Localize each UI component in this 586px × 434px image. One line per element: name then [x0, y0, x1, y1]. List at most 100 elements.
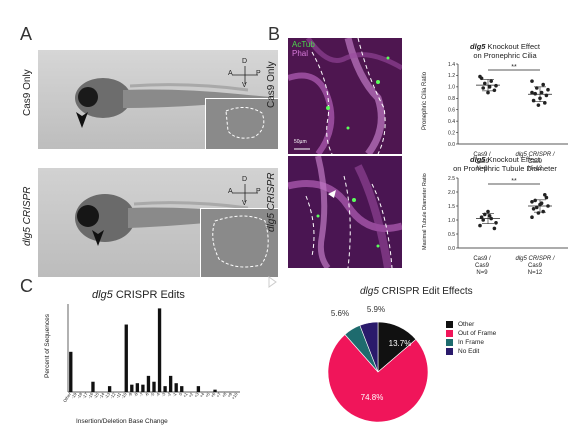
x-tick-label: -8: [132, 391, 139, 397]
tadpole-illustration: [75, 78, 273, 118]
significance-label: **: [511, 64, 517, 71]
x-tick-label: -16: [87, 391, 95, 399]
data-point: [530, 90, 534, 95]
confocal-image-cas9: AcTub Phal 50µm: [288, 38, 402, 154]
data-point: [486, 90, 490, 95]
confocal-image-crispr: [288, 156, 402, 268]
x-tick-label: -7: [138, 391, 145, 397]
y-tick-label: 1.5: [448, 204, 455, 210]
plot2-group1-label: Cas9 /Cas9 N=9: [473, 256, 491, 276]
x-tick-label: -5: [149, 391, 156, 397]
y-tick-label: 2.0: [448, 190, 455, 196]
panel-letter-c: C: [20, 276, 33, 296]
tadpole-image-crispr: D A P V: [38, 168, 278, 277]
data-point: [481, 86, 485, 90]
bar: [107, 386, 112, 392]
data-point: [541, 82, 545, 87]
data-point: [546, 87, 550, 92]
data-point: [478, 223, 482, 228]
plot1-group1-label: Cas9 /Cas9 N=9: [473, 152, 491, 172]
y-tick-label: 0.5: [448, 232, 455, 238]
plot2-title: dlg5 Knockout Effect on Pronephric Tubul…: [453, 155, 557, 173]
legend-swatch: [446, 330, 453, 337]
x-tick-label: -11: [115, 391, 123, 399]
pie-slice: [359, 321, 379, 373]
x-tick-label: +7: [215, 391, 222, 398]
data-point: [533, 198, 537, 203]
legend-item: In Frame: [446, 338, 496, 347]
plot2-group2-label: dlg5 CRISPR / Cas9 N=12: [515, 256, 555, 276]
y-tick-label: 0.4: [448, 119, 455, 125]
data-point: [530, 215, 534, 219]
x-tick-label: +2: [187, 391, 194, 398]
inset-zoom-crispr: [200, 208, 278, 277]
data-point: [539, 90, 544, 95]
bar: [146, 375, 151, 392]
y-tick-label: 0.0: [448, 142, 455, 148]
bar-chart-title: dlg5 CRISPR Edits: [92, 289, 185, 301]
row-label-cas9: Cas9 Only: [22, 69, 33, 116]
x-tick-label: -9: [127, 391, 134, 397]
crispr-edits-bar-chart: Other-19-18-17-16-15-14-13-12-11-10 -9 -8-…: [62, 304, 240, 403]
play-arrow-icon: [268, 276, 277, 288]
pie-slice: [327, 334, 429, 423]
data-point: [483, 212, 487, 217]
y-tick-label: 1.0: [448, 85, 455, 91]
legend-swatch: [446, 348, 453, 355]
legend-item: No Edit: [446, 347, 496, 356]
data-point: [483, 81, 487, 86]
arrowhead-crispr: [92, 230, 104, 246]
x-tick-label: -4: [155, 391, 162, 397]
data-point: [492, 88, 497, 93]
bar: [213, 389, 217, 392]
legend-item: Out of Frame: [446, 329, 496, 338]
cilia-scatter-plot: 0.0 0.2 0.4 0.6 0.8 1.0 1.2 1.4 **: [448, 62, 568, 148]
legend-swatch: [446, 321, 453, 328]
row-label-cas9-b: Cas9 Only: [266, 61, 277, 108]
pie-chart-title: dlg5 CRISPR Edit Effects: [360, 286, 473, 297]
bar: [174, 383, 178, 392]
bar: [196, 386, 201, 392]
pie-label: 74.8%: [361, 393, 384, 402]
x-tick-label: -14: [98, 391, 106, 399]
legend-swatch: [446, 339, 453, 346]
bar: [157, 308, 162, 392]
bar: [135, 383, 140, 392]
y-tick-label: 2.5: [448, 176, 455, 182]
pie-label: 5.6%: [331, 309, 349, 318]
bar: [163, 386, 167, 392]
significance-label: **: [511, 178, 517, 185]
x-tick-label: +5: [204, 391, 211, 398]
x-tick-label: +8: [221, 391, 228, 398]
pie-label: 5.9%: [367, 305, 385, 314]
data-point: [535, 205, 539, 210]
data-point: [541, 209, 545, 214]
data-point: [487, 214, 492, 218]
y-tick-label: 0.0: [448, 246, 455, 252]
data-point: [544, 195, 549, 200]
x-tick-label: -1: [171, 391, 178, 397]
data-point: [530, 200, 534, 204]
x-tick-label: +4: [198, 391, 205, 398]
y-tick-label: 0.6: [448, 108, 455, 114]
x-tick-label: -19: [70, 391, 78, 399]
data-point: [486, 209, 490, 214]
bar-chart-ylabel: Percent of Sequences: [44, 314, 51, 378]
x-tick-label: +9: [226, 391, 233, 398]
row-label-crispr-b: dlg5 CRISPR: [266, 172, 277, 232]
x-tick-label: -17: [81, 391, 89, 399]
x-tick-label: 0: [178, 391, 184, 396]
data-point: [494, 221, 498, 225]
panel-letter-b: B: [268, 24, 281, 44]
data-point: [481, 218, 485, 222]
data-point: [536, 103, 541, 107]
data-point: [536, 211, 541, 215]
bar: [69, 351, 73, 392]
x-tick-label: +1: [182, 391, 189, 398]
y-tick-label: 0.2: [448, 130, 455, 136]
data-point: [530, 79, 534, 83]
legend-item: Other: [446, 320, 496, 329]
bar-chart-xlabel: Insertion/Deletion Base Change: [76, 418, 168, 425]
plot1-group2-label: dlg5 CRISPR / Cas9 N=12: [515, 152, 555, 172]
data-point: [489, 79, 493, 83]
